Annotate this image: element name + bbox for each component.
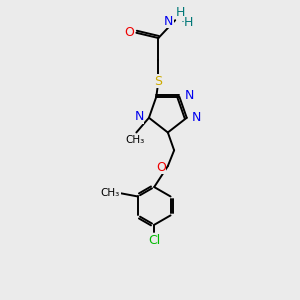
Text: N: N — [192, 111, 201, 124]
Text: N: N — [134, 110, 144, 123]
Text: N: N — [164, 15, 174, 28]
Text: H: H — [176, 6, 186, 19]
Text: N: N — [184, 89, 194, 102]
Text: CH₃: CH₃ — [101, 188, 120, 198]
Text: CH₃: CH₃ — [126, 135, 145, 145]
Text: ·H: ·H — [181, 16, 194, 29]
Text: O: O — [156, 160, 166, 174]
Text: S: S — [154, 75, 162, 88]
Text: O: O — [124, 26, 134, 39]
Text: Cl: Cl — [148, 234, 160, 247]
